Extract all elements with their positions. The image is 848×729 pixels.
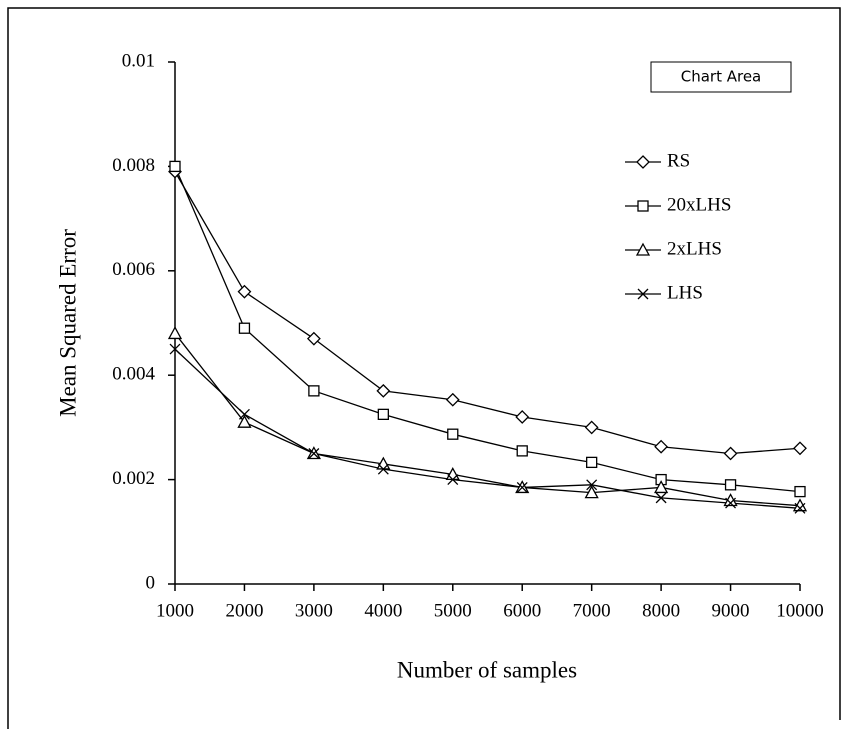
marker: [238, 408, 250, 420]
y-tick-label: 0.006: [112, 259, 155, 280]
marker: [586, 456, 598, 469]
marker: [308, 448, 320, 459]
marker: [516, 445, 528, 457]
marker: [637, 288, 649, 300]
y-tick-label: 0.002: [112, 468, 155, 489]
x-tick-label: 10000: [776, 600, 824, 621]
marker: [377, 408, 389, 421]
marker: [655, 492, 667, 504]
marker: [447, 474, 459, 486]
marker: [586, 479, 598, 491]
marker: [636, 155, 650, 169]
marker: [794, 502, 806, 514]
marker: [725, 497, 737, 509]
x-tick-label: 1000: [156, 600, 194, 621]
legend-label: LHS: [667, 282, 703, 303]
marker: [169, 343, 181, 355]
marker: [167, 326, 183, 340]
legend-label: 20xLHS: [667, 194, 731, 215]
tooltip: Chart Area: [681, 68, 762, 86]
series-line: [174, 171, 801, 455]
tooltip-box: [650, 61, 792, 93]
x-tick-label: 5000: [434, 600, 472, 621]
marker: [169, 160, 181, 173]
x-tick-label: 4000: [364, 600, 402, 621]
y-tick-label: 0.008: [112, 155, 155, 176]
x-tick-label: 2000: [225, 600, 263, 621]
marker: [516, 481, 528, 493]
x-tick-label: 6000: [503, 600, 541, 621]
series-line: [174, 348, 801, 509]
marker: [637, 200, 649, 212]
marker: [237, 414, 252, 428]
x-tick-label: 9000: [712, 600, 750, 621]
marker: [584, 485, 599, 499]
marker: [723, 446, 738, 461]
marker: [654, 439, 669, 454]
marker: [237, 284, 252, 299]
series-line: [174, 166, 801, 493]
x-tick-label: 3000: [295, 600, 333, 621]
marker: [515, 410, 530, 424]
marker: [584, 420, 599, 435]
chart-border: [7, 7, 841, 729]
marker: [308, 385, 320, 397]
marker: [794, 485, 806, 498]
legend-label: RS: [667, 150, 690, 171]
series-line: [174, 333, 801, 507]
marker: [238, 322, 251, 334]
y-tick-label: 0.004: [112, 364, 155, 385]
y-axis-title: Mean Squared Error: [55, 229, 80, 417]
marker: [724, 479, 737, 491]
marker: [376, 383, 391, 398]
x-tick-label: 7000: [573, 600, 611, 621]
marker: [306, 331, 321, 346]
marker: [654, 480, 669, 494]
marker: [793, 441, 807, 456]
y-tick-label: 0: [146, 572, 156, 593]
marker: [377, 463, 389, 475]
legend-label: 2xLHS: [667, 238, 722, 259]
marker: [635, 242, 651, 256]
x-tick-label: 8000: [642, 600, 680, 621]
y-tick-label: 0.01: [122, 50, 155, 71]
marker: [445, 392, 460, 407]
marker: [447, 428, 459, 440]
x-axis-title: Number of samples: [397, 657, 577, 682]
